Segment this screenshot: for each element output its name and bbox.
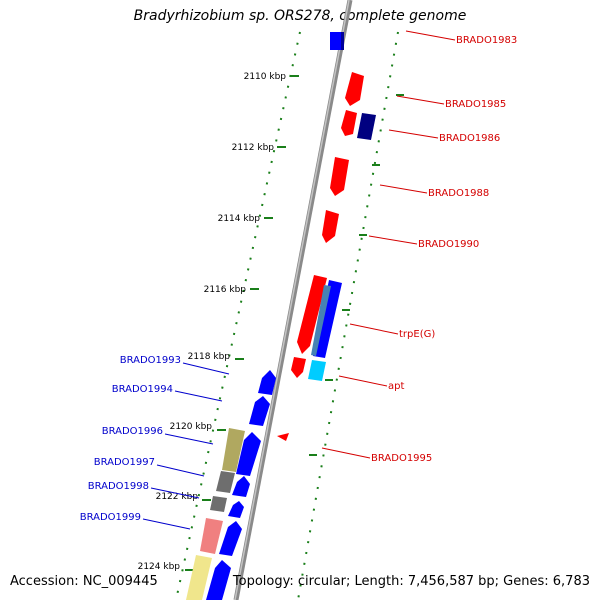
scale-label: 2124 kbp (138, 562, 181, 572)
scale-label: 2122 kbp (156, 492, 199, 502)
right-labels: BRADO1983 BRADO1985 BRADO1986 BRADO1988 … (371, 35, 517, 464)
label-brado1983[interactable]: BRADO1983 (456, 35, 517, 46)
callout-line (338, 375, 388, 387)
callout-line (174, 390, 223, 402)
gene-brado1983[interactable] (330, 32, 344, 50)
inner-ring-ticks (309, 94, 404, 456)
gene-brado1996[interactable] (222, 428, 245, 472)
outer-tick-ring (175, 31, 301, 600)
scale-label: 2120 kbp (170, 422, 213, 432)
gene-blue-bottom[interactable] (206, 560, 231, 600)
genome-summary: Topology: circular; Length: 7,456,587 bp… (232, 574, 590, 589)
gene-track-outer (186, 370, 276, 600)
gene-brado1998-blue[interactable] (228, 501, 244, 518)
gene-apt-red[interactable] (291, 357, 306, 378)
callout-line (182, 362, 230, 375)
callout-line (156, 464, 205, 477)
gene-brado1986-red[interactable] (341, 110, 357, 136)
gene-trpeg-steel[interactable] (311, 285, 331, 356)
callout-line (388, 129, 439, 139)
gene-brado1985[interactable] (345, 72, 364, 106)
callout-line (164, 433, 214, 445)
gene-brado1983-shade (341, 32, 344, 50)
label-brado1990[interactable]: BRADO1990 (418, 239, 479, 250)
gene-brado1996-blue[interactable] (236, 432, 261, 476)
label-brado1997[interactable]: BRADO1997 (94, 457, 155, 468)
label-trpeg[interactable]: trpE(G) (399, 329, 435, 340)
right-callouts (321, 30, 456, 459)
gene-brado1999[interactable] (200, 518, 223, 554)
gene-brado1993[interactable] (258, 370, 276, 395)
label-brado1994[interactable]: BRADO1994 (112, 384, 173, 395)
scale-label: 2114 kbp (218, 214, 261, 224)
label-apt[interactable]: apt (388, 381, 404, 392)
gene-brado1997[interactable] (216, 471, 235, 493)
scale-label: 2110 kbp (244, 72, 287, 82)
left-callouts (142, 362, 230, 530)
genome-backbone-highlight (234, 0, 350, 600)
accession-label: Accession: NC_009445 (10, 574, 158, 589)
callout-line (321, 447, 371, 459)
gene-trpeg[interactable] (297, 275, 327, 354)
gene-brado1988[interactable] (330, 157, 349, 196)
gene-yellow[interactable] (186, 555, 212, 600)
label-brado1988[interactable]: BRADO1988 (428, 188, 489, 199)
scale-bar: 2110 kbp 2112 kbp 2114 kbp 2116 kbp 2118… (138, 72, 299, 572)
scale-label: 2116 kbp (204, 285, 247, 295)
label-brado1996[interactable]: BRADO1996 (102, 426, 163, 437)
gene-brado1997-blue[interactable] (232, 476, 250, 497)
gene-brado1994[interactable] (249, 396, 270, 426)
gene-track-inner (277, 32, 376, 441)
label-brado1995[interactable]: BRADO1995 (371, 453, 432, 464)
callout-line (379, 184, 428, 194)
gene-apt[interactable] (308, 360, 326, 381)
gene-brado1990[interactable] (322, 210, 339, 243)
callout-line (349, 323, 399, 335)
left-labels: BRADO1993 BRADO1994 BRADO1996 BRADO1997 … (80, 355, 181, 523)
genome-backbone (233, 0, 353, 600)
label-brado1993[interactable]: BRADO1993 (120, 355, 181, 366)
scale-label: 2112 kbp (232, 143, 275, 153)
callout-line (150, 487, 200, 499)
label-brado1986[interactable]: BRADO1986 (439, 133, 500, 144)
gene-trpeg-blue[interactable] (313, 280, 342, 358)
label-brado1998[interactable]: BRADO1998 (88, 481, 149, 492)
gene-brado1998[interactable] (210, 496, 227, 512)
callout-line (368, 235, 418, 245)
label-brado1999[interactable]: BRADO1999 (80, 512, 141, 523)
label-brado1985[interactable]: BRADO1985 (445, 99, 506, 110)
gene-brado1995[interactable] (277, 433, 289, 441)
map-title: Bradyrhizobium sp. ORS278, complete geno… (133, 8, 467, 24)
callout-line (405, 30, 456, 41)
callout-line (142, 518, 191, 530)
scale-label: 2118 kbp (188, 352, 231, 362)
gene-brado1999-blue[interactable] (219, 521, 242, 556)
callout-line (396, 95, 445, 105)
gene-brado1986[interactable] (357, 113, 376, 140)
